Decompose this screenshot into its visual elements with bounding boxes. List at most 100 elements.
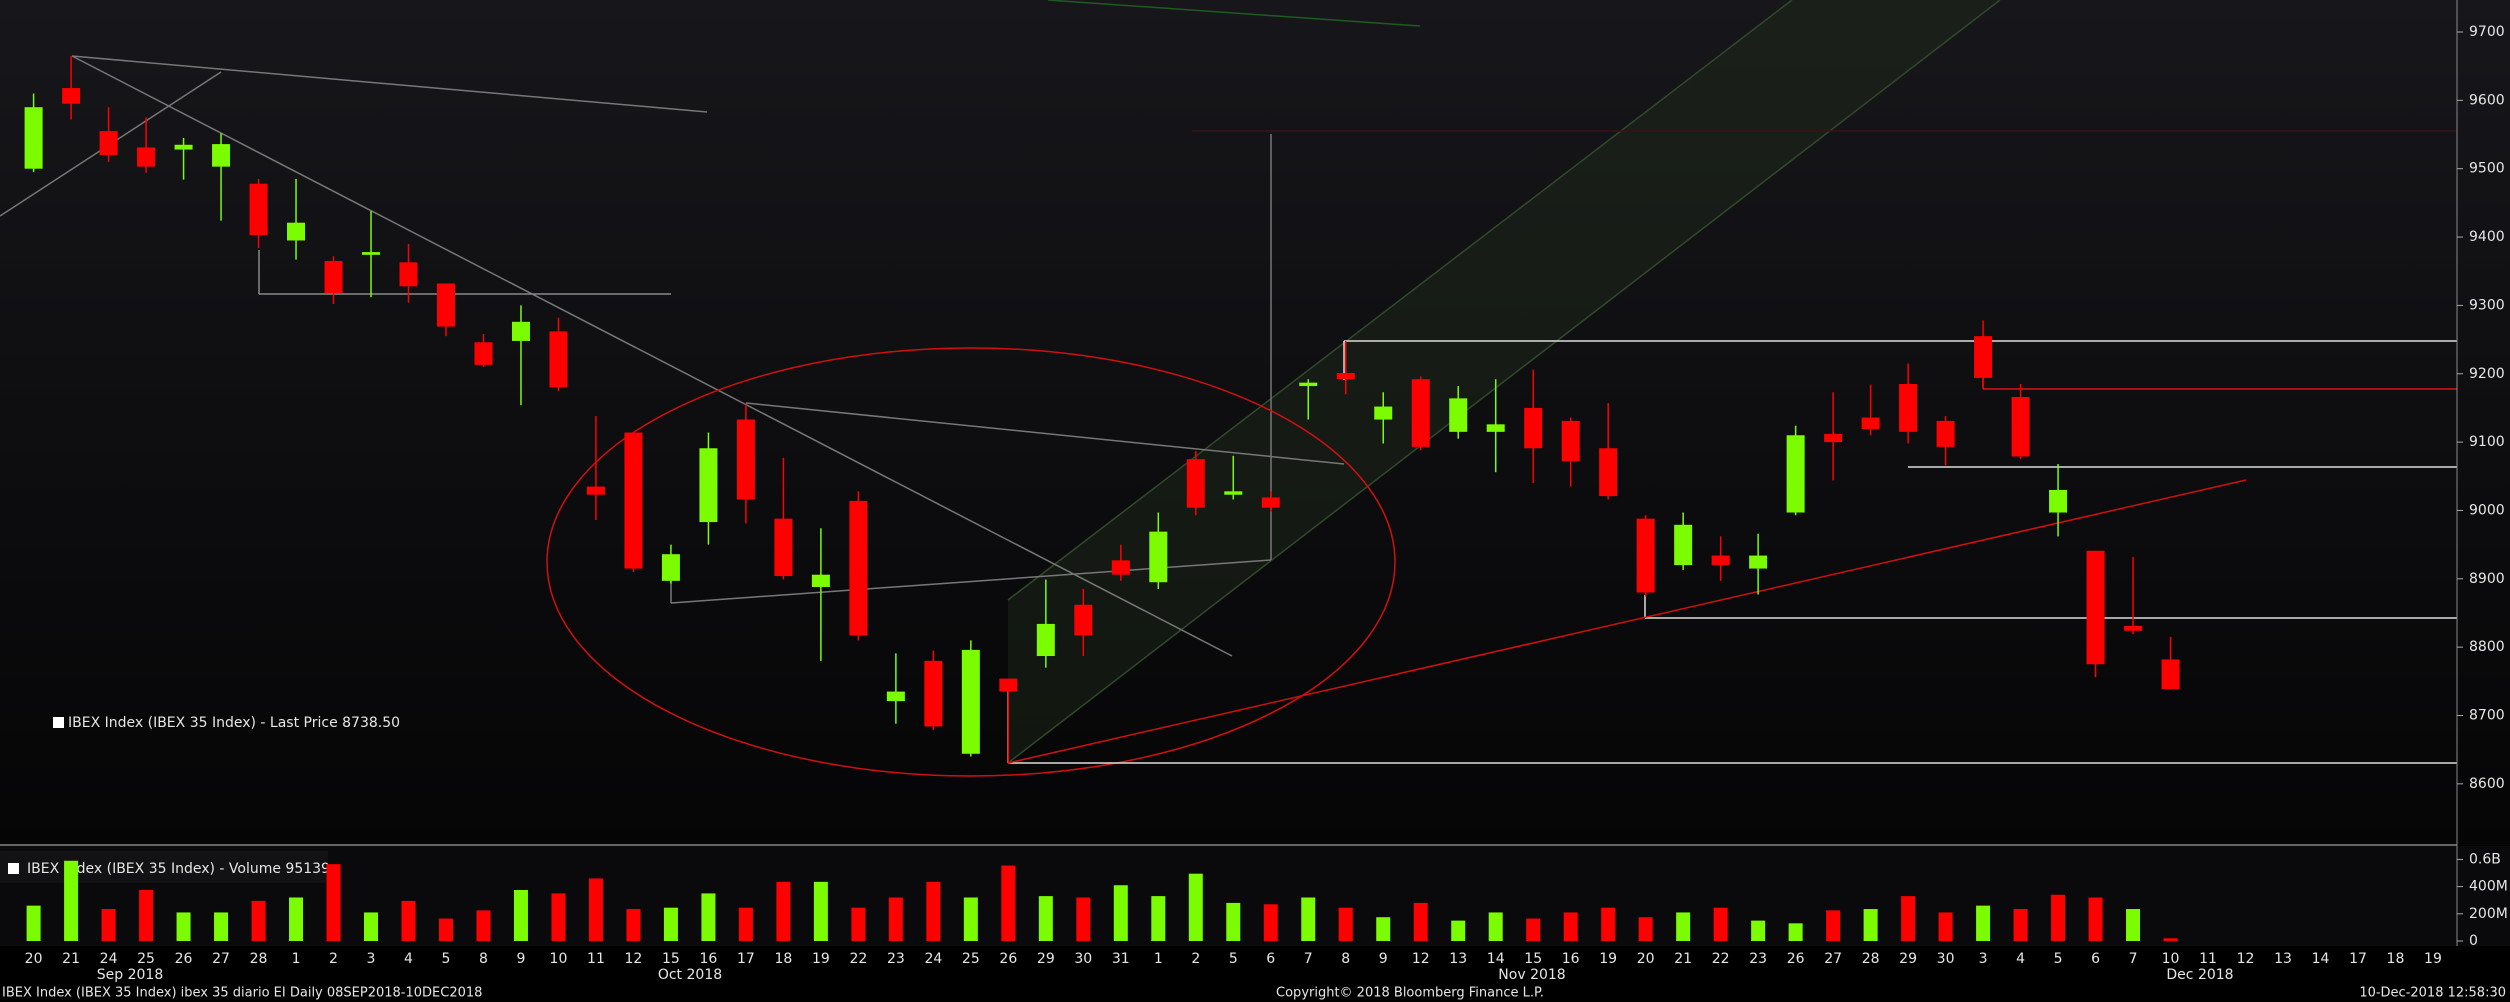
x-tick-label: 20 bbox=[25, 951, 43, 967]
candle-body bbox=[2161, 659, 2180, 690]
candle-body bbox=[736, 419, 755, 500]
x-tick-label: 20 bbox=[1637, 951, 1655, 967]
candle-body bbox=[661, 554, 680, 581]
volume-bar bbox=[551, 893, 566, 941]
candle-body bbox=[1411, 379, 1430, 447]
candle-body bbox=[1224, 491, 1243, 495]
volume-bar bbox=[1376, 917, 1391, 941]
x-tick-label: 8 bbox=[479, 951, 488, 967]
volume-bar bbox=[2088, 897, 2103, 941]
x-tick-label: 6 bbox=[1266, 951, 1275, 967]
candle-body bbox=[362, 252, 381, 255]
x-tick-label: 21 bbox=[1674, 951, 1692, 967]
candle-body bbox=[1861, 417, 1880, 430]
x-tick-label: 1 bbox=[1154, 951, 1163, 967]
y-tick-label: 8800 bbox=[2469, 639, 2505, 655]
volume-bar bbox=[851, 907, 866, 941]
candle-body bbox=[1674, 524, 1693, 566]
volume-bar bbox=[289, 897, 304, 941]
x-tick-label: 22 bbox=[849, 951, 867, 967]
volume-bar bbox=[101, 909, 116, 941]
volume-bar bbox=[1751, 920, 1766, 941]
volume-bar bbox=[1901, 896, 1916, 941]
x-tick-label: 4 bbox=[2016, 951, 2025, 967]
candle-body bbox=[212, 144, 231, 167]
x-tick-label: 25 bbox=[137, 951, 155, 967]
x-tick-label: 18 bbox=[774, 951, 792, 967]
candle-body bbox=[174, 144, 193, 150]
candle-body bbox=[1261, 497, 1280, 508]
x-tick-label: 23 bbox=[1749, 951, 1767, 967]
volume-bar bbox=[2013, 909, 2028, 941]
candle-body bbox=[961, 649, 980, 754]
volume-bar bbox=[176, 912, 191, 941]
month-label: Sep 2018 bbox=[97, 967, 163, 983]
x-tick-label: 30 bbox=[1937, 951, 1955, 967]
candle-body bbox=[1186, 459, 1205, 508]
volume-bar bbox=[1713, 907, 1728, 941]
x-tick-label: 28 bbox=[250, 951, 268, 967]
y-tick-label: 200M bbox=[2469, 906, 2508, 922]
candle-body bbox=[1111, 560, 1130, 575]
y-tick-label: 0 bbox=[2469, 933, 2478, 949]
annotation-ellipse bbox=[546, 347, 1396, 777]
y-tick-label: 400M bbox=[2469, 879, 2508, 895]
trend-line bbox=[1047, 0, 1421, 27]
x-tick-label: 6 bbox=[2091, 951, 2100, 967]
x-tick-label: 26 bbox=[175, 951, 193, 967]
volume-bar bbox=[1826, 910, 1841, 941]
price-panel bbox=[0, 0, 2510, 845]
candle-body bbox=[436, 283, 455, 327]
x-tick-label: 13 bbox=[2274, 951, 2292, 967]
candle-body bbox=[99, 131, 118, 156]
volume-bar bbox=[813, 881, 828, 941]
volume-bar bbox=[364, 912, 379, 941]
candle-body bbox=[1336, 373, 1355, 380]
candle-body bbox=[624, 432, 643, 569]
legend-text: IBEX Index (IBEX 35 Index) - Volume 9513… bbox=[27, 861, 330, 877]
axis-band bbox=[0, 946, 2510, 1002]
volume-bar bbox=[438, 918, 453, 941]
x-tick-label: 24 bbox=[924, 951, 942, 967]
volume-bar bbox=[1601, 907, 1616, 941]
candle-body bbox=[586, 486, 605, 495]
x-tick-label: 17 bbox=[737, 951, 755, 967]
volume-bar bbox=[2051, 894, 2066, 941]
candle-body bbox=[999, 678, 1018, 692]
x-tick-label: 17 bbox=[2349, 951, 2367, 967]
volume-bar bbox=[1863, 909, 1878, 941]
x-tick-label: 11 bbox=[2199, 951, 2217, 967]
x-tick-label: 3 bbox=[1979, 951, 1988, 967]
candle-body bbox=[249, 183, 268, 235]
volume-bar bbox=[214, 912, 229, 941]
candle-body bbox=[2124, 625, 2143, 631]
volume-bar bbox=[326, 864, 341, 941]
candle-body bbox=[811, 574, 830, 588]
volume-bar bbox=[1676, 912, 1691, 941]
volume-bar bbox=[701, 893, 716, 941]
candle-body bbox=[1786, 435, 1805, 513]
volume-bar bbox=[963, 897, 978, 941]
legend-swatch bbox=[53, 717, 64, 728]
candle-body bbox=[1599, 448, 1618, 497]
footer-right: 10-Dec-2018 12:58:30 bbox=[2359, 986, 2506, 1001]
x-tick-label: 21 bbox=[62, 951, 80, 967]
x-tick-label: 1 bbox=[292, 951, 301, 967]
x-tick-label: 5 bbox=[2054, 951, 2063, 967]
month-label: Oct 2018 bbox=[658, 967, 722, 983]
volume-bar bbox=[476, 910, 491, 941]
volume-bar bbox=[401, 900, 416, 941]
candle-body bbox=[2086, 550, 2105, 665]
candle-body bbox=[1374, 406, 1393, 420]
x-tick-label: 28 bbox=[1862, 951, 1880, 967]
x-tick-label: 2 bbox=[1191, 951, 1200, 967]
volume-bar bbox=[1113, 885, 1128, 941]
trend-line bbox=[71, 55, 708, 113]
candle-body bbox=[774, 518, 793, 577]
x-tick-label: 8 bbox=[1341, 951, 1350, 967]
trend-line bbox=[71, 55, 1233, 657]
x-tick-label: 2 bbox=[329, 951, 338, 967]
volume-bar bbox=[64, 860, 79, 941]
x-tick-label: 7 bbox=[1304, 951, 1313, 967]
